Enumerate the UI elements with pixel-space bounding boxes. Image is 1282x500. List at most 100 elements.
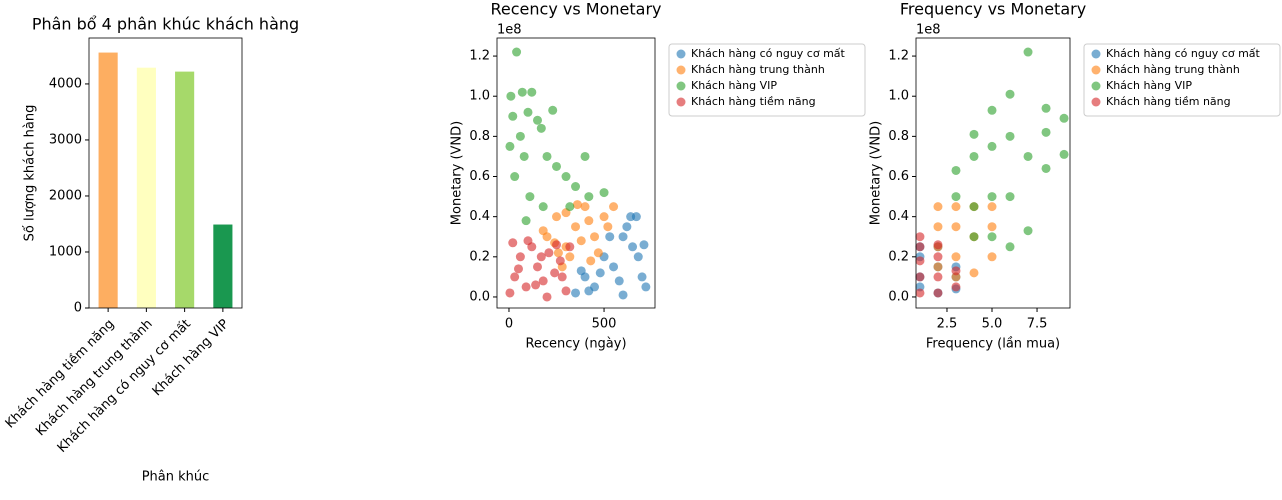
scatter-point: [605, 232, 615, 242]
x-tick-label: 2.5: [937, 317, 958, 332]
legend-marker: [676, 65, 686, 75]
scatter-point: [542, 151, 552, 161]
scatter-point: [536, 252, 546, 262]
scatter-point: [527, 87, 537, 97]
y-tick-label: 1000: [49, 244, 82, 259]
x-tick-label: 7.5: [1027, 317, 1048, 332]
y-tick-label: 0.2: [469, 249, 490, 264]
scatter-point: [1005, 89, 1015, 99]
y-offset-label: 1e8: [497, 23, 522, 38]
y-tick-label: 1.0: [888, 89, 909, 104]
scatter-point: [538, 276, 548, 286]
x-tick-label: 5.0: [982, 317, 1003, 332]
y-axis-label: Monetary (VND): [869, 121, 884, 225]
scatter-point: [565, 202, 575, 212]
scatter-point: [505, 141, 515, 151]
legend-marker: [1091, 97, 1101, 107]
legend-text: Khách hàng trung thành: [1106, 63, 1240, 76]
scatter-point: [1041, 127, 1051, 137]
scatter-point: [641, 282, 651, 292]
scatter-point: [553, 248, 563, 258]
x-axis-label: Recency (ngày): [525, 337, 626, 352]
scatter-point: [519, 151, 529, 161]
scatter-point: [525, 192, 535, 202]
chart-title: Frequency vs Monetary: [900, 0, 1086, 19]
y-tick-label: 1.2: [469, 49, 490, 64]
scatter-point: [969, 129, 979, 139]
scatter-point: [599, 212, 609, 222]
bar: [136, 67, 156, 308]
y-tick-label: 0.8: [469, 129, 490, 144]
scatter-point: [951, 222, 961, 232]
scatter-point: [510, 272, 520, 282]
scatter-point: [584, 192, 594, 202]
scatter-point: [513, 264, 523, 274]
scatter-point: [915, 232, 925, 242]
scatter-point: [1005, 192, 1015, 202]
scatter-point: [933, 272, 943, 282]
scatter-point: [618, 290, 628, 300]
scatter-point: [951, 192, 961, 202]
scatter-point: [586, 256, 596, 266]
scatter-point: [532, 262, 542, 272]
x-tick-label: 500: [592, 317, 617, 332]
scatter-point: [593, 248, 603, 258]
scatter-point: [1005, 131, 1015, 141]
bar: [175, 71, 195, 308]
scatter-point: [542, 292, 552, 302]
legend-text: Khách hàng VIP: [691, 79, 777, 92]
scatter-point: [987, 105, 997, 115]
scatter-point: [622, 222, 632, 232]
scatter-point: [1041, 103, 1051, 113]
legend-text: Khách hàng trung thành: [691, 63, 825, 76]
scatter-point: [1059, 113, 1069, 123]
scatter-point: [628, 242, 638, 252]
y-tick-label: 0.8: [888, 129, 909, 144]
y-tick-label: 0.2: [888, 249, 909, 264]
x-axis-label: Frequency (lần mua): [926, 337, 1060, 352]
scatter-point: [536, 123, 546, 133]
scatter-point: [1005, 242, 1015, 252]
scatter-point: [561, 172, 571, 182]
y-axis-label: Số lượng khách hàng: [23, 105, 38, 242]
legend-marker: [1091, 49, 1101, 59]
scatter-point: [633, 252, 643, 262]
legend-text: Khách hàng tiềm năng: [691, 95, 816, 108]
scatter-point: [552, 240, 562, 250]
chart-title: Phân bổ 4 phân khúc khách hàng: [32, 15, 299, 34]
scatter-point: [531, 280, 541, 290]
y-tick-label: 0.6: [469, 169, 490, 184]
scatter-point: [515, 131, 525, 141]
scatter-point: [987, 222, 997, 232]
scatter-point: [951, 252, 961, 262]
scatter-point: [969, 232, 979, 242]
scatter-point: [572, 200, 582, 210]
plot-frame: [915, 37, 1071, 309]
y-tick-label: 0.4: [888, 209, 909, 224]
scatter-point: [609, 262, 619, 272]
legend-text: Khách hàng có nguy cơ mất: [691, 47, 846, 60]
scatter-point: [506, 91, 516, 101]
scatter-point: [987, 192, 997, 202]
scatter-point: [552, 161, 562, 171]
scatter-point: [637, 272, 647, 282]
scatter-point: [933, 252, 943, 262]
scatter-point: [580, 151, 590, 161]
scatter-point: [538, 202, 548, 212]
plot-frame: [496, 37, 656, 309]
y-tick-label: 0.0: [469, 289, 490, 304]
legend-marker: [676, 97, 686, 107]
scatter-point: [505, 288, 515, 298]
scatter-point: [1041, 163, 1051, 173]
scatter-point: [565, 252, 575, 262]
scatter-point: [512, 47, 522, 57]
scatter-point: [561, 286, 571, 296]
scatter-point: [532, 115, 542, 125]
scatter-point: [915, 288, 925, 298]
legend-marker: [676, 49, 686, 59]
scatter-point: [614, 276, 624, 286]
scatter-point: [599, 188, 609, 198]
scatter-point: [987, 202, 997, 212]
scatter-point: [987, 232, 997, 242]
